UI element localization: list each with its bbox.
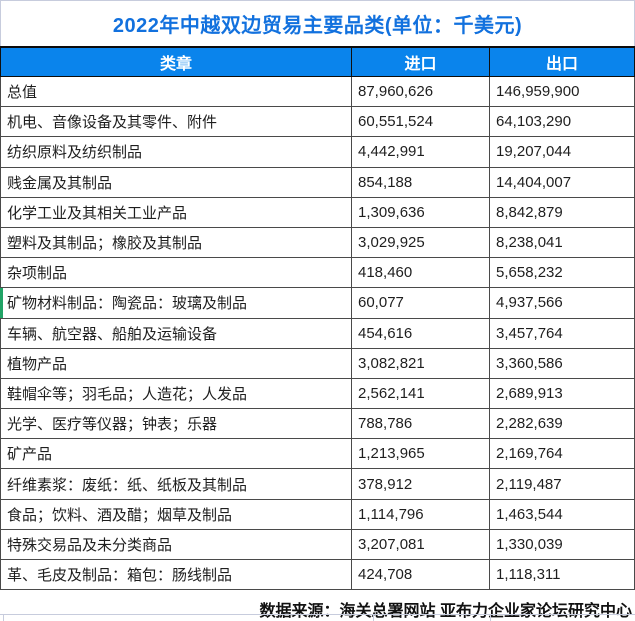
table-row: 特殊交易品及未分类商品 3,207,081 1,330,039 [0, 529, 635, 560]
import-cell: 60,551,524 [352, 107, 490, 137]
header-cell-category: 类章 [0, 48, 352, 76]
table-row: 革、毛皮及制品：箱包：肠线制品 424,708 1,118,311 [0, 560, 635, 591]
import-cell: 788,786 [352, 409, 490, 439]
export-cell: 8,842,879 [490, 197, 635, 227]
title-block: 2022年中越双边贸易主要品类(单位：千美元) [0, 1, 635, 46]
export-cell: 2,169,764 [490, 439, 635, 469]
export-cell: 19,207,044 [490, 137, 635, 167]
import-cell: 418,460 [352, 258, 490, 288]
category-cell: 化学工业及其相关工业产品 [0, 197, 352, 227]
table-row: 矿物材料制品：陶瓷品：玻璃及制品 60,077 4,937,566 [0, 288, 635, 319]
excel-gridline-top [0, 0, 635, 1]
table-row: 鞋帽伞等；羽毛品；人造花；人发品 2,562,141 2,689,913 [0, 378, 635, 410]
excel-gridline [490, 614, 491, 621]
category-cell: 机电、音像设备及其零件、附件 [0, 107, 352, 137]
header-cell-export: 出口 [490, 48, 635, 76]
category-cell: 食品；饮料、酒及醋；烟草及制品 [0, 499, 352, 529]
row-marker-green [0, 288, 3, 318]
import-cell: 60,077 [352, 288, 490, 318]
table-body: 总值 87,960,626 146,959,900 机电、音像设备及其零件、附件… [0, 77, 635, 591]
table-row: 矿产品 1,213,965 2,169,764 [0, 439, 635, 470]
table-row: 塑料及其制品；橡胶及其制品 3,029,925 8,238,041 [0, 227, 635, 259]
table-row: 纺织原料及纺织制品 4,442,991 19,207,044 [0, 137, 635, 168]
table-row: 食品；饮料、酒及醋；烟草及制品 1,114,796 1,463,544 [0, 499, 635, 530]
table-row: 贱金属及其制品 854,188 14,404,007 [0, 167, 635, 198]
import-cell: 1,213,965 [352, 439, 490, 469]
table-row: 车辆、航空器、船舶及运输设备 454,616 3,457,764 [0, 318, 635, 349]
category-cell: 矿产品 [0, 439, 352, 469]
table-row: 机电、音像设备及其零件、附件 60,551,524 64,103,290 [0, 107, 635, 138]
export-cell: 1,118,311 [490, 560, 635, 590]
category-cell: 纤维素浆：废纸：纸、纸板及其制品 [0, 469, 352, 499]
table-row: 光学、医疗等仪器；钟表；乐器 788,786 2,282,639 [0, 409, 635, 440]
header-cell-import: 进口 [352, 48, 490, 76]
table-title: 2022年中越双边贸易主要品类(单位：千美元) [112, 15, 523, 37]
table-row: 杂项制品 418,460 5,658,232 [0, 258, 635, 289]
category-cell: 车辆、航空器、船舶及运输设备 [0, 318, 352, 348]
table-row: 植物产品 3,082,821 3,360,586 [0, 348, 635, 379]
export-cell: 3,360,586 [490, 348, 635, 378]
table-row: 化学工业及其相关工业产品 1,309,636 8,842,879 [0, 197, 635, 228]
export-cell: 4,937,566 [490, 288, 635, 318]
excel-gridline [0, 614, 635, 615]
export-cell: 146,959,900 [490, 77, 635, 107]
import-cell: 424,708 [352, 560, 490, 590]
category-cell: 杂项制品 [0, 258, 352, 288]
import-cell: 3,029,925 [352, 227, 490, 258]
export-cell: 14,404,007 [490, 167, 635, 197]
category-cell: 矿物材料制品：陶瓷品：玻璃及制品 [0, 288, 352, 318]
import-cell: 4,442,991 [352, 137, 490, 167]
table-row: 总值 87,960,626 146,959,900 [0, 77, 635, 108]
export-cell: 1,463,544 [490, 499, 635, 529]
category-cell: 总值 [0, 77, 352, 107]
trade-table: 类章 进口 出口 总值 87,960,626 146,959,900 机电、音像… [0, 46, 635, 591]
table-header-row: 类章 进口 出口 [0, 46, 635, 77]
import-cell: 3,207,081 [352, 529, 490, 559]
export-cell: 5,658,232 [490, 258, 635, 288]
table-row: 纤维素浆：废纸：纸、纸板及其制品 378,912 2,119,487 [0, 469, 635, 500]
export-cell: 1,330,039 [490, 529, 635, 559]
category-cell: 革、毛皮及制品：箱包：肠线制品 [0, 560, 352, 590]
import-cell: 378,912 [352, 469, 490, 499]
export-cell: 64,103,290 [490, 107, 635, 137]
excel-gridline [373, 614, 374, 621]
category-cell: 光学、医疗等仪器；钟表；乐器 [0, 409, 352, 439]
category-cell: 特殊交易品及未分类商品 [0, 529, 352, 559]
category-cell: 塑料及其制品；橡胶及其制品 [0, 227, 352, 258]
category-cell: 纺织原料及纺织制品 [0, 137, 352, 167]
excel-gridlines-bottom [0, 614, 635, 621]
export-cell: 2,119,487 [490, 469, 635, 499]
footer-row: 数据来源：海关总署网站 亚布力企业家论坛研究中心 [0, 597, 635, 621]
data-source-note: 数据来源：海关总署网站 亚布力企业家论坛研究中心 [259, 603, 632, 620]
import-cell: 1,309,636 [352, 197, 490, 227]
import-cell: 854,188 [352, 167, 490, 197]
export-cell: 3,457,764 [490, 318, 635, 348]
excel-gridline [3, 614, 4, 621]
import-cell: 3,082,821 [352, 348, 490, 378]
category-cell: 贱金属及其制品 [0, 167, 352, 197]
export-cell: 2,282,639 [490, 409, 635, 439]
import-cell: 454,616 [352, 318, 490, 348]
import-cell: 1,114,796 [352, 499, 490, 529]
export-cell: 2,689,913 [490, 378, 635, 409]
import-cell: 2,562,141 [352, 378, 490, 409]
category-cell: 鞋帽伞等；羽毛品；人造花；人发品 [0, 378, 352, 409]
export-cell: 8,238,041 [490, 227, 635, 258]
category-cell: 植物产品 [0, 348, 352, 378]
import-cell: 87,960,626 [352, 77, 490, 107]
